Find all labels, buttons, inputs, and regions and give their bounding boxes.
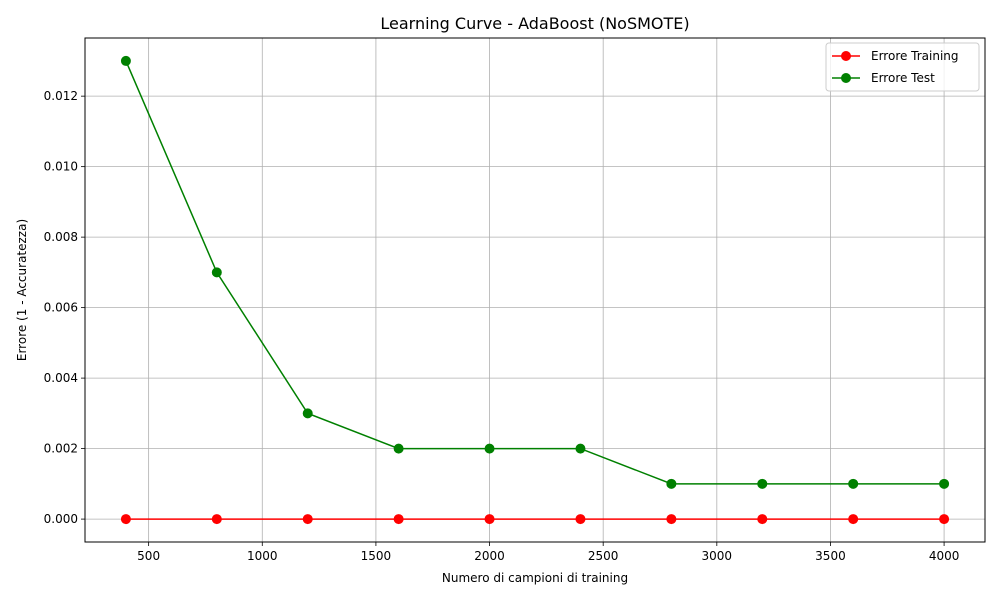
y-tick-label: 0.006 xyxy=(44,301,78,315)
data-point xyxy=(120,55,131,66)
x-tick-label: 2500 xyxy=(588,549,619,563)
y-tick-label: 0.008 xyxy=(44,230,78,244)
y-tick-label: 0.002 xyxy=(44,442,78,456)
data-point xyxy=(120,514,131,525)
x-tick-label: 4000 xyxy=(929,549,960,563)
data-point xyxy=(575,443,586,454)
ticks-layer: 500 1000 1500 2000 2500 3000 3500 4000 0.000 0.00… xyxy=(44,89,960,563)
data-point xyxy=(848,514,859,525)
y-tick-label: 0.000 xyxy=(44,512,78,526)
data-point xyxy=(484,443,495,454)
data-point xyxy=(211,267,222,278)
data-point xyxy=(666,514,677,525)
data-point xyxy=(302,408,313,419)
data-point xyxy=(393,443,404,454)
x-tick-label: 2000 xyxy=(474,549,505,563)
x-tick-label: 3000 xyxy=(702,549,733,563)
x-tick-label: 3500 xyxy=(815,549,846,563)
y-axis-label: Errore (1 - Accuratezza) xyxy=(15,219,29,361)
chart-title: Learning Curve - AdaBoost (NoSMOTE) xyxy=(380,14,689,33)
x-tick-label: 500 xyxy=(137,549,160,563)
data-point xyxy=(484,514,495,525)
x-tick-label: 1500 xyxy=(361,549,392,563)
data-point xyxy=(666,478,677,489)
plot-frame xyxy=(84,37,986,543)
y-tick-label: 0.004 xyxy=(44,371,78,385)
data-point xyxy=(939,478,950,489)
y-tick-label: 0.010 xyxy=(44,160,78,174)
x-axis-label: Numero di campioni di training xyxy=(442,571,628,585)
data-point xyxy=(757,478,768,489)
legend: Errore Training Errore Test xyxy=(825,42,980,92)
legend-label: Errore Test xyxy=(871,71,935,85)
data-point xyxy=(757,514,768,525)
data-point xyxy=(211,514,222,525)
data-point xyxy=(939,514,950,525)
series-line-1 xyxy=(125,60,945,485)
legend-label: Errore Training xyxy=(871,49,959,63)
data-point xyxy=(302,514,313,525)
data-point xyxy=(393,514,404,525)
legend-marker xyxy=(841,73,851,83)
data-point xyxy=(575,514,586,525)
grid-layer xyxy=(85,38,985,542)
legend-box xyxy=(825,42,980,92)
legend-marker xyxy=(841,51,851,61)
series-layer xyxy=(120,55,950,525)
data-point xyxy=(848,478,859,489)
x-tick-label: 1000 xyxy=(247,549,278,563)
y-tick-label: 0.012 xyxy=(44,89,78,103)
